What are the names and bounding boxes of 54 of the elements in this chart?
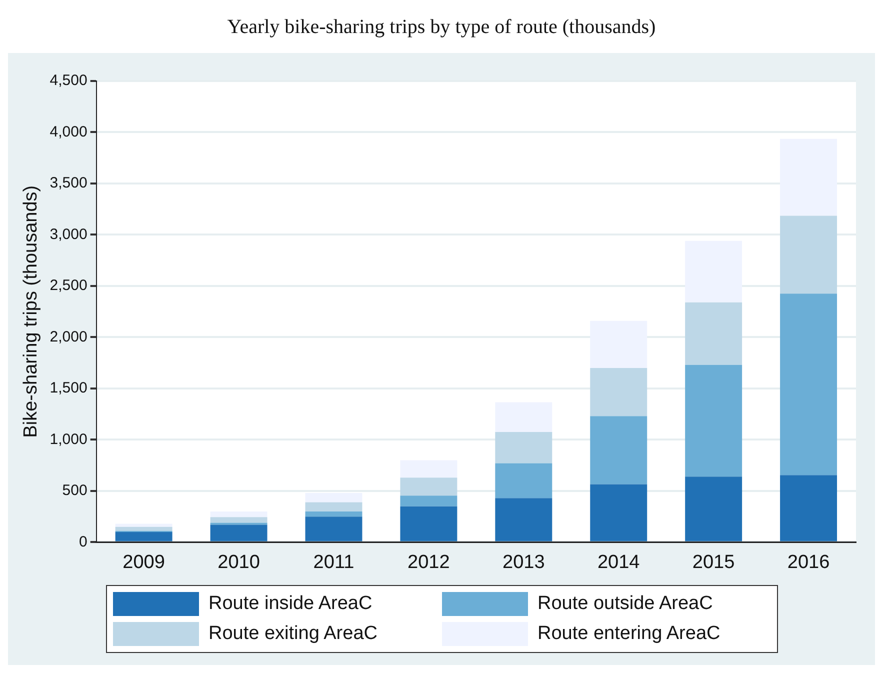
y-tick-label: 4,500 (50, 72, 88, 90)
x-tick-label: 2016 (787, 552, 830, 573)
bar (590, 320, 648, 368)
bar (685, 302, 742, 365)
x-tick-label: 2009 (122, 552, 165, 573)
bar (780, 475, 838, 542)
x-tick-label: 2011 (313, 552, 354, 573)
y-tick-label: 1,500 (50, 380, 88, 397)
bar (210, 511, 268, 518)
y-axis-title: Bike-sharing trips (thousands) (20, 185, 42, 438)
bar (400, 506, 458, 542)
bar (400, 496, 458, 506)
bar (685, 476, 742, 542)
bar (780, 216, 838, 294)
bar (400, 478, 458, 496)
bar (495, 402, 552, 432)
legend-label: Route outside AreaC (538, 593, 713, 615)
bar (685, 240, 742, 302)
chart-title: Yearly bike-sharing trips by type of route (thousands) (226, 15, 657, 40)
bar (305, 493, 362, 502)
bar (305, 511, 362, 517)
bar (115, 526, 172, 531)
bar (780, 294, 838, 476)
x-tick-label: 2012 (408, 552, 450, 573)
x-tick-label: 2010 (218, 552, 260, 573)
bar (210, 524, 268, 542)
bar (495, 498, 552, 542)
bar (115, 524, 172, 527)
bar (210, 517, 268, 523)
y-tick-label: 2,500 (50, 277, 88, 294)
bar (115, 532, 172, 542)
x-tick-label: 2014 (597, 552, 640, 573)
bar (780, 138, 838, 216)
bar (305, 502, 362, 512)
bar (305, 516, 362, 542)
y-tick-label: 3,500 (50, 174, 88, 192)
legend-label: Route entering AreaC (538, 623, 720, 645)
y-tick-label: 0 (78, 533, 88, 550)
bar (400, 460, 458, 478)
bar (590, 416, 648, 484)
x-tick-label: 2013 (502, 552, 545, 573)
y-tick-label: 4,000 (50, 123, 88, 140)
bar (495, 432, 552, 464)
bar (685, 364, 742, 477)
y-tick-label: 2,000 (50, 328, 88, 346)
legend-label: Route inside AreaC (208, 593, 372, 615)
bar (590, 484, 648, 542)
bar (590, 368, 648, 416)
y-tick-label: 3,000 (50, 226, 88, 243)
y-tick-label: 1,000 (50, 430, 88, 448)
legend-label: Route exiting AreaC (208, 623, 378, 645)
x-tick-label: 2015 (692, 552, 735, 573)
y-tick-label: 500 (62, 482, 88, 500)
bar (495, 463, 552, 498)
